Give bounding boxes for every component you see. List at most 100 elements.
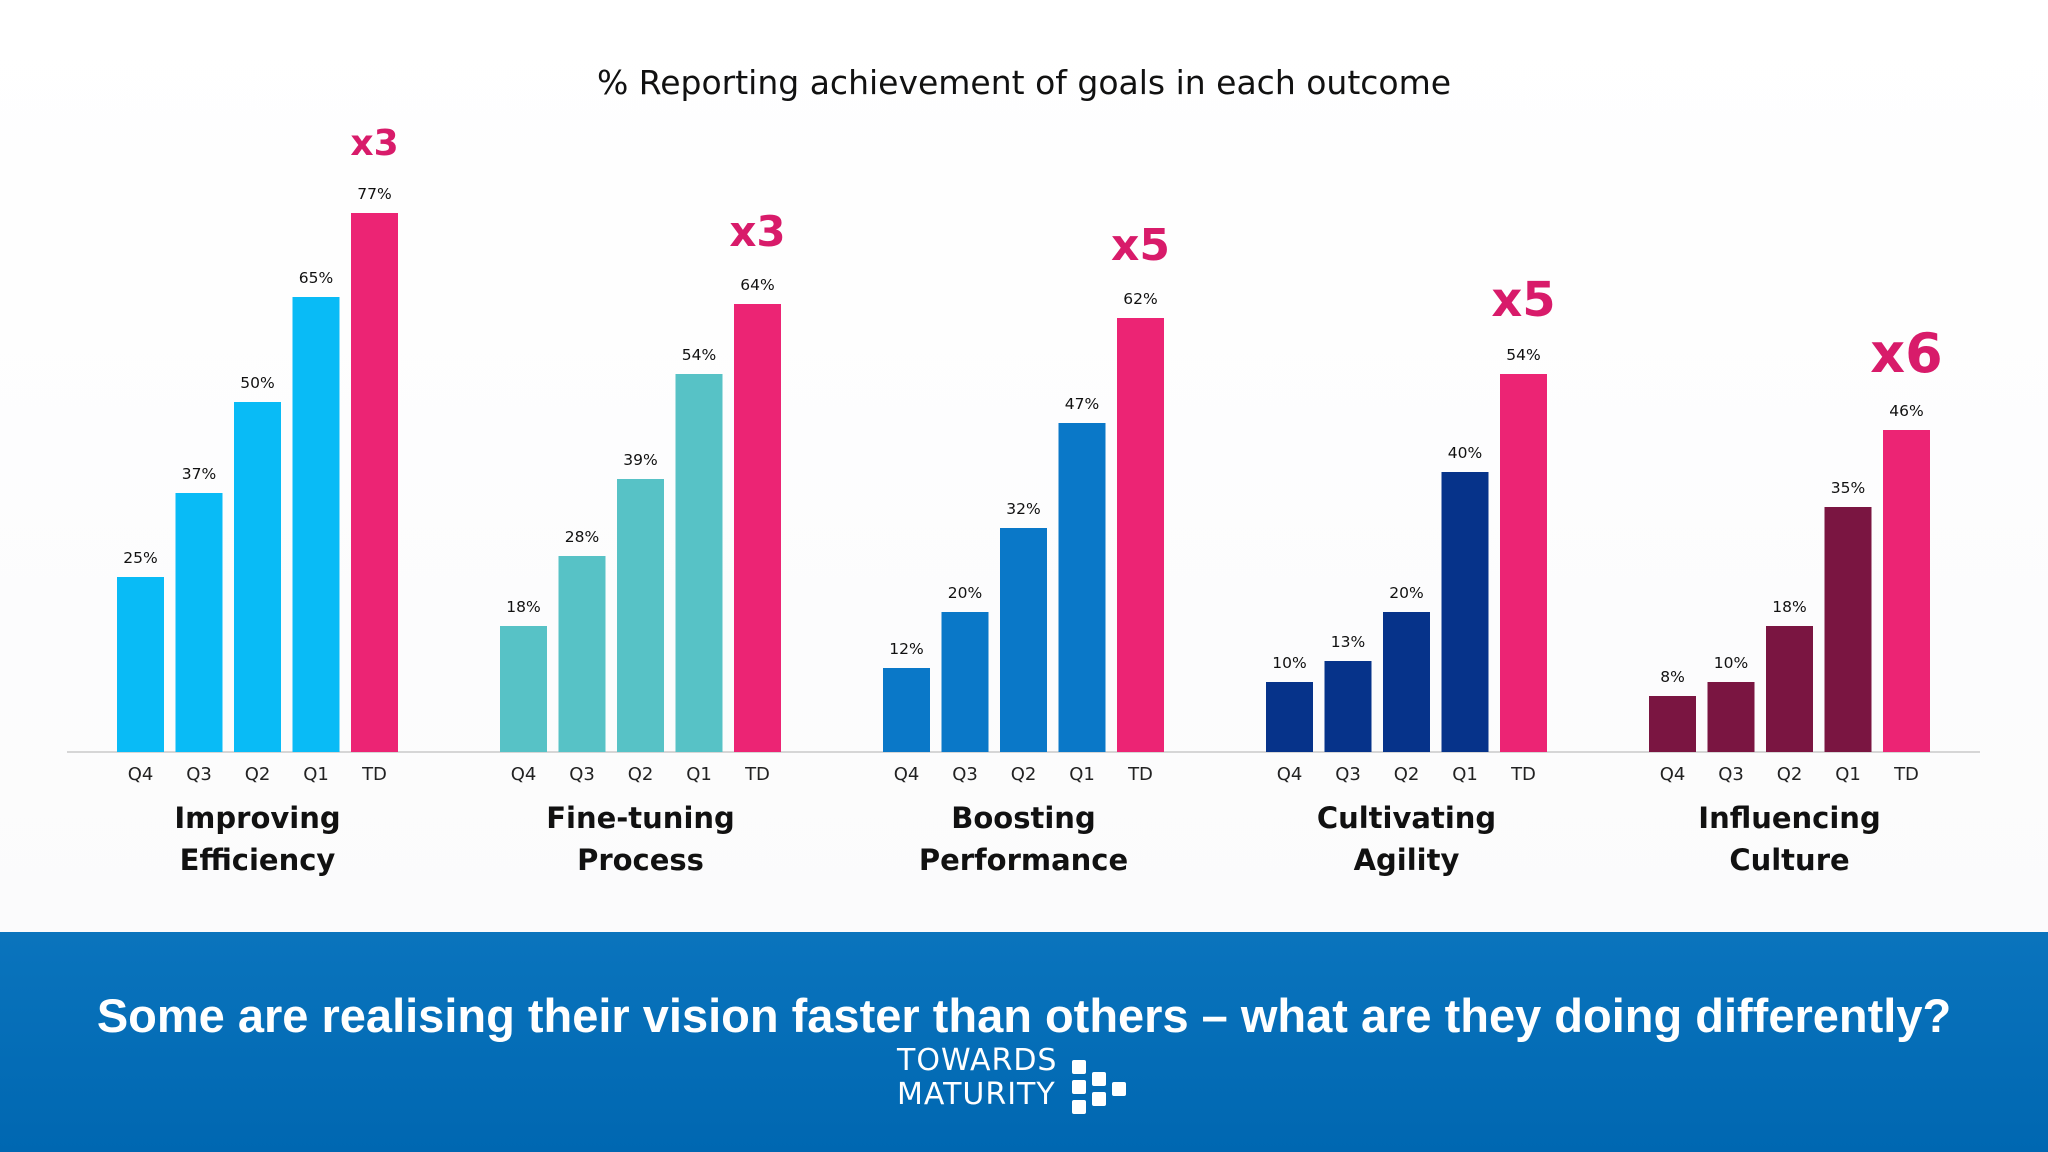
x-tick-label: TD bbox=[1510, 764, 1536, 785]
bar-value-label: 20% bbox=[1389, 584, 1423, 602]
x-tick-label: Q4 bbox=[894, 764, 920, 785]
bar-value-label: 54% bbox=[1506, 346, 1540, 364]
x-tick-label: Q1 bbox=[303, 764, 329, 785]
x-tick-label: Q1 bbox=[1835, 764, 1861, 785]
bar-value-label: 28% bbox=[565, 528, 599, 546]
multiplier-label: x3 bbox=[729, 207, 785, 256]
chart-area: % Reporting achievement of goals in each… bbox=[0, 0, 2048, 932]
group-label: Agility bbox=[1354, 843, 1460, 877]
bar bbox=[1766, 626, 1813, 752]
x-tick-label: Q2 bbox=[1011, 764, 1037, 785]
bar bbox=[1324, 661, 1372, 752]
bar bbox=[1383, 612, 1430, 752]
bar bbox=[1649, 696, 1696, 752]
footer-headline: Some are realising their vision faster t… bbox=[96, 989, 1952, 1042]
bar bbox=[117, 577, 164, 752]
group-label: Efficiency bbox=[180, 843, 336, 877]
bar-value-label: 54% bbox=[682, 346, 716, 364]
bar-chart: % Reporting achievement of goals in each… bbox=[67, 63, 1980, 877]
multiplier-label: x5 bbox=[1491, 272, 1555, 328]
x-tick-label: Q4 bbox=[511, 764, 537, 785]
bar-value-label: 65% bbox=[299, 269, 333, 287]
x-tick-label: Q2 bbox=[628, 764, 654, 785]
bar-value-label: 39% bbox=[623, 451, 657, 469]
bar-value-label: 46% bbox=[1889, 402, 1923, 420]
x-tick-label: TD bbox=[1127, 764, 1153, 785]
logo-squares-icon bbox=[1072, 1060, 1152, 1120]
bar-value-label: 25% bbox=[123, 549, 157, 567]
multiplier-label: x6 bbox=[1870, 322, 1942, 385]
x-tick-label: Q1 bbox=[1452, 764, 1478, 785]
x-tick-label: TD bbox=[1893, 764, 1919, 785]
bar bbox=[734, 304, 781, 752]
bar-value-label: 18% bbox=[506, 598, 540, 616]
bar-value-label: 10% bbox=[1714, 654, 1748, 672]
bar-value-label: 64% bbox=[740, 276, 774, 294]
bar-value-label: 40% bbox=[1448, 444, 1482, 462]
bar bbox=[883, 668, 930, 752]
bar bbox=[675, 374, 723, 752]
bar-value-label: 77% bbox=[357, 185, 391, 203]
bar-value-label: 18% bbox=[1772, 598, 1806, 616]
x-tick-label: Q2 bbox=[1777, 764, 1803, 785]
bar-group-1: 18% Q4 28% Q3 39% Q2 54% Q1 64% TD Fine-tuning Proc… bbox=[500, 207, 786, 877]
bar bbox=[1000, 528, 1047, 752]
logo-text: TOWARDS MATURITY bbox=[897, 1044, 1057, 1112]
bar bbox=[1058, 423, 1106, 752]
bar bbox=[1500, 374, 1547, 752]
bar bbox=[941, 612, 989, 752]
bar-group-2: 12% Q4 20% Q3 32% Q2 47% Q1 62% TD Boosting Perform… bbox=[883, 220, 1170, 877]
bar-group-0: 25% Q4 37% Q3 50% Q2 65% Q1 77% TD Improving Effici… bbox=[117, 123, 399, 877]
group-label: Cultivating bbox=[1317, 801, 1496, 835]
bar-value-label: 62% bbox=[1123, 290, 1157, 308]
chart-title: % Reporting achievement of goals in each… bbox=[597, 63, 1451, 102]
bar-value-label: 12% bbox=[889, 640, 923, 658]
bar bbox=[1883, 430, 1930, 752]
bar-value-label: 20% bbox=[948, 584, 982, 602]
bar bbox=[558, 556, 606, 752]
multiplier-label: x3 bbox=[350, 123, 398, 164]
x-tick-label: Q4 bbox=[1277, 764, 1303, 785]
group-label: Boosting bbox=[951, 801, 1095, 835]
x-tick-label: Q3 bbox=[1718, 764, 1744, 785]
x-tick-label: Q3 bbox=[1335, 764, 1361, 785]
x-tick-label: TD bbox=[361, 764, 387, 785]
multiplier-label: x5 bbox=[1111, 220, 1170, 271]
group-label: Improving bbox=[174, 801, 340, 835]
bar-value-label: 37% bbox=[182, 465, 216, 483]
x-tick-label: Q3 bbox=[569, 764, 595, 785]
bar-group-3: 10% Q4 13% Q3 20% Q2 40% Q1 54% TD Cultivating Agil… bbox=[1266, 272, 1556, 877]
bar-group-4: 8% Q4 10% Q3 18% Q2 35% Q1 46% TD Influencing Cultu… bbox=[1649, 322, 1943, 877]
bar-value-label: 10% bbox=[1272, 654, 1306, 672]
logo-line1: TOWARDS bbox=[897, 1043, 1058, 1078]
bar bbox=[175, 493, 223, 752]
bar bbox=[234, 402, 281, 752]
bar-value-label: 35% bbox=[1831, 479, 1865, 497]
bar bbox=[1117, 318, 1164, 752]
bar bbox=[1266, 682, 1313, 752]
bar bbox=[1441, 472, 1489, 752]
bar bbox=[351, 213, 398, 752]
bars-layer: 25% Q4 37% Q3 50% Q2 65% Q1 77% TD Improving Effici… bbox=[67, 123, 1980, 877]
x-tick-label: Q4 bbox=[1660, 764, 1686, 785]
x-tick-label: Q1 bbox=[1069, 764, 1095, 785]
towards-maturity-logo: TOWARDS MATURITY bbox=[897, 1044, 1157, 1124]
x-tick-label: TD bbox=[744, 764, 770, 785]
x-tick-label: Q2 bbox=[245, 764, 271, 785]
bar bbox=[617, 479, 664, 752]
x-tick-label: Q3 bbox=[952, 764, 978, 785]
bar-value-label: 50% bbox=[240, 374, 274, 392]
bar-value-label: 8% bbox=[1660, 668, 1685, 686]
bar bbox=[500, 626, 547, 752]
bar-value-label: 13% bbox=[1331, 633, 1365, 651]
group-label: Fine-tuning bbox=[546, 801, 735, 835]
group-label: Influencing bbox=[1698, 801, 1880, 835]
x-tick-label: Q4 bbox=[128, 764, 154, 785]
bar bbox=[292, 297, 340, 752]
bar-value-label: 47% bbox=[1065, 395, 1099, 413]
group-label: Culture bbox=[1729, 843, 1849, 877]
group-label: Process bbox=[577, 843, 704, 877]
x-tick-label: Q1 bbox=[686, 764, 712, 785]
group-label: Performance bbox=[919, 843, 1128, 877]
bar-value-label: 32% bbox=[1006, 500, 1040, 518]
